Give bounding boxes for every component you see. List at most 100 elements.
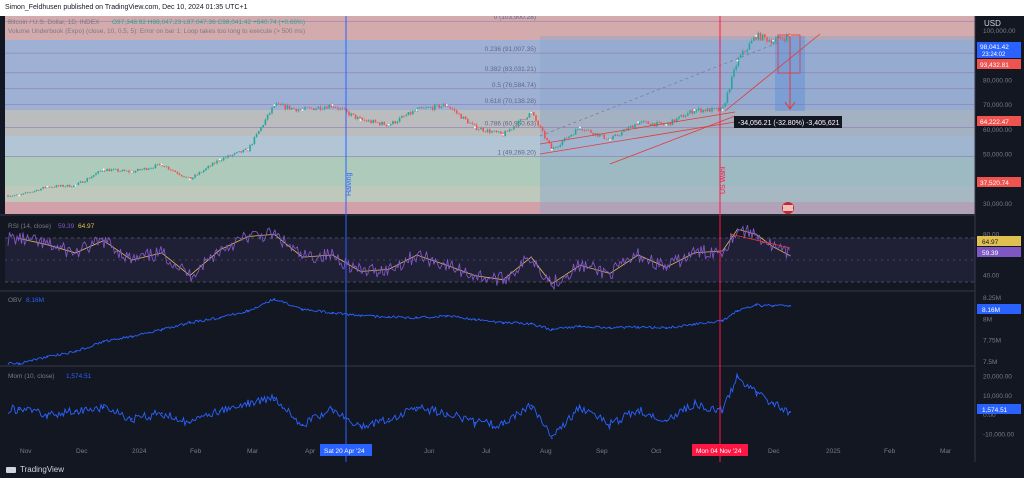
candle-body	[462, 116, 465, 119]
candle-body	[588, 129, 590, 131]
price-point	[160, 163, 163, 166]
candle-body	[484, 131, 487, 132]
candle-body	[319, 106, 322, 110]
mom-point	[331, 408, 334, 411]
obv-point	[130, 335, 133, 338]
candle-body	[16, 194, 18, 196]
candle-body	[676, 118, 678, 122]
chart-area[interactable]: 0 (103,900.28) 0.236 (91,007.35) 0.382 (83…	[0, 14, 1024, 462]
candle-body	[299, 109, 302, 111]
tradingview-logo-icon[interactable]	[6, 466, 16, 473]
candle-body	[528, 113, 531, 118]
obv-point	[445, 315, 448, 317]
candle-body	[22, 193, 25, 195]
candle-body	[354, 114, 357, 119]
time-tick-label: Jul	[482, 448, 491, 455]
candle-body	[280, 103, 282, 106]
price-point	[721, 109, 724, 111]
candle-body	[313, 108, 315, 111]
mom-point	[415, 406, 418, 409]
candle-body	[159, 163, 161, 165]
candle-body	[214, 162, 216, 164]
rsi-badge	[977, 247, 1021, 257]
candle-body	[733, 69, 735, 77]
candle-body	[271, 107, 273, 114]
election-label: US Wahl	[720, 166, 727, 194]
candle-body	[154, 164, 157, 169]
candle-body	[172, 170, 174, 171]
candle-body	[442, 104, 445, 107]
price-point	[46, 185, 49, 188]
mom-point	[550, 437, 553, 440]
rsi-point	[18, 237, 21, 240]
candle-body	[634, 124, 636, 128]
candle-body	[746, 49, 748, 52]
rsi-point	[789, 254, 791, 257]
candle-body	[211, 162, 214, 167]
fib-lines	[5, 20, 975, 157]
candle-body	[458, 113, 460, 115]
candle-body	[656, 121, 658, 127]
candle-body	[605, 138, 608, 140]
candle-body	[623, 129, 625, 132]
obv-point	[189, 321, 191, 324]
candle-body	[170, 169, 172, 171]
candle-body	[486, 129, 489, 132]
candle-body	[88, 178, 91, 179]
candle-body	[376, 122, 379, 123]
candle-body	[332, 106, 335, 108]
obv-tick-label: 8.25M	[983, 295, 1001, 302]
mom-point	[273, 396, 276, 399]
candle-body	[346, 109, 348, 112]
mom-point	[130, 418, 133, 420]
candle-body	[68, 184, 71, 187]
candle-body	[691, 110, 693, 114]
time-tick-label: Mar	[247, 448, 259, 455]
rsi-ma-badge	[977, 236, 1021, 246]
candle-body	[350, 113, 352, 116]
candle-body	[24, 192, 27, 194]
candle-body	[704, 109, 707, 112]
candle-body	[768, 40, 770, 42]
candle-body	[772, 41, 775, 44]
currency-label[interactable]: USD	[984, 19, 1001, 28]
mom-point	[637, 408, 640, 411]
candle-body	[517, 120, 520, 127]
candle-body	[603, 134, 605, 139]
candle-body	[253, 136, 256, 145]
candle-body	[566, 137, 568, 139]
candle-body	[662, 123, 665, 125]
candle-body	[401, 116, 403, 118]
footer-brand[interactable]: TradingView	[20, 465, 65, 474]
price-point	[772, 39, 775, 42]
mom-point	[46, 414, 49, 417]
candle-body	[728, 88, 731, 93]
price-point	[219, 158, 221, 161]
candle-body	[282, 104, 284, 106]
candle-body	[266, 114, 269, 120]
candle-body	[473, 123, 476, 125]
measure-label: -34,056.21 (-32.80%) -3,405,621	[738, 120, 840, 127]
rsi-point	[130, 259, 133, 262]
candle-body	[60, 184, 62, 187]
candle-body	[365, 120, 368, 122]
candle-body	[423, 107, 425, 109]
mom-point	[755, 391, 758, 393]
time-tick-label: Feb	[884, 448, 896, 455]
candle-body	[467, 119, 469, 124]
fib-label: 0.382 (83,031.21)	[485, 66, 536, 73]
chart-svg[interactable]: 0 (103,900.28) 0.236 (91,007.35) 0.382 (83…	[0, 14, 1024, 462]
time-tick-label: Mar	[940, 448, 952, 455]
ohlc-legend: O97,348.92 H98,047.23 L97,047.36 C98,041…	[112, 19, 305, 26]
candle-body	[29, 192, 31, 194]
candle-body	[460, 114, 462, 119]
candle-body	[321, 109, 324, 110]
obv-point	[387, 315, 390, 318]
candle-body	[150, 168, 152, 169]
price-point	[530, 111, 533, 114]
price-37k: 37,520.74	[980, 180, 1009, 187]
mom-point	[693, 402, 696, 405]
election-date-badge	[692, 444, 748, 456]
price-point	[130, 171, 133, 173]
candle-body	[143, 167, 146, 170]
